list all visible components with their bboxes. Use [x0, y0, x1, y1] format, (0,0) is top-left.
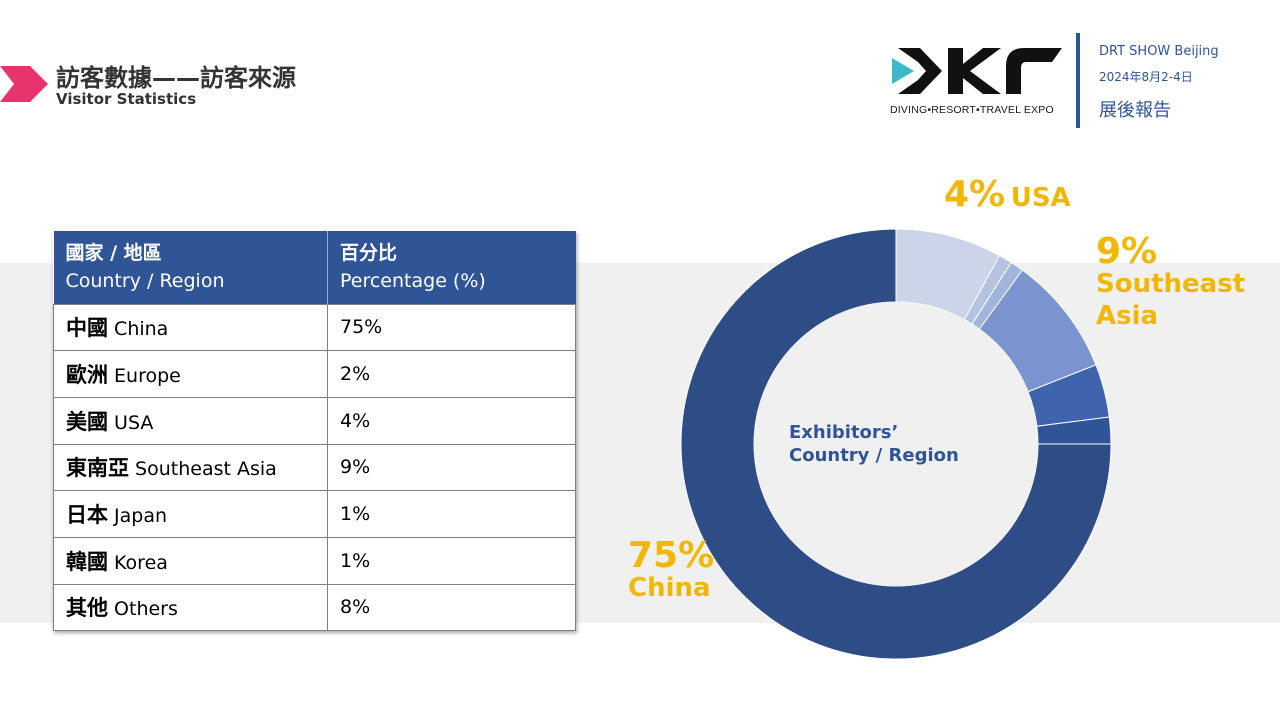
column-header-country-zh: 國家 / 地區 — [65, 242, 162, 264]
column-header-percentage-zh: 百分比 — [340, 242, 398, 264]
country-en: Japan — [114, 505, 168, 528]
donut-hole — [754, 302, 1038, 586]
show-date: 2024年8月2-4日 — [1099, 70, 1193, 84]
country-cell: 美國 USA — [53, 396, 328, 445]
callout-southeast-asia: 9% Southeast Asia — [1096, 231, 1246, 332]
table-row: 其他 Others 8% — [53, 583, 576, 632]
country-cell: 韓國 Korea — [53, 536, 328, 585]
report-label: 展後報告 — [1099, 100, 1171, 121]
callout-usa-percent: 4% — [944, 174, 1006, 215]
show-name: DRT SHOW Beijing — [1099, 44, 1219, 59]
percentage-cell: 4% — [327, 396, 576, 445]
country-zh: 中國 — [66, 316, 108, 341]
country-en: Others — [114, 598, 178, 621]
country-en: Southeast Asia — [135, 458, 277, 481]
table-row: 東南亞 Southeast Asia 9% — [53, 443, 576, 492]
callout-southeast-asia-name: Southeast Asia — [1096, 269, 1246, 331]
country-cell: 日本 Japan — [53, 490, 328, 538]
callout-china-name: China — [628, 573, 711, 603]
donut-center-label: Exhibitors’ Country / Region — [789, 422, 959, 466]
column-header-country: 國家 / 地區 Country / Region — [53, 231, 328, 304]
visitor-source-table: 國家 / 地區 Country / Region 百分比 Percentage … — [53, 231, 576, 632]
callout-usa-name: USA — [1010, 183, 1071, 213]
percentage-cell: 75% — [327, 303, 576, 352]
callout-china-percent: 75% — [628, 535, 715, 576]
country-zh: 歐洲 — [66, 363, 108, 388]
country-en: USA — [114, 411, 154, 434]
table-row: 中國 China 75% — [53, 303, 576, 352]
page-subtitle: Visitor Statistics — [56, 90, 197, 108]
country-en: Europe — [114, 365, 181, 388]
column-header-percentage: 百分比 Percentage (%) — [327, 231, 576, 304]
country-zh: 東南亞 — [66, 456, 129, 481]
column-header-percentage-en: Percentage (%) — [340, 270, 486, 292]
country-cell: 東南亞 Southeast Asia — [53, 443, 328, 492]
title-arrow-icon — [0, 66, 48, 102]
country-en: China — [114, 318, 169, 341]
table-row: 日本 Japan 1% — [53, 490, 576, 538]
callout-china: 75% China — [628, 535, 715, 604]
column-header-country-en: Country / Region — [65, 270, 225, 292]
table-row: 歐洲 Europe 2% — [53, 350, 576, 398]
drt-logo-mark — [892, 48, 1062, 94]
country-zh: 韓國 — [66, 549, 108, 574]
logo-tagline: DIVING•RESORT•TRAVEL EXPO — [890, 104, 1054, 116]
table-header-row: 國家 / 地區 Country / Region 百分比 Percentage … — [53, 231, 576, 304]
country-zh: 日本 — [66, 503, 108, 528]
header-divider — [1076, 33, 1080, 128]
drt-logo: DIVING•RESORT•TRAVEL EXPO — [888, 44, 1064, 119]
percentage-cell: 2% — [327, 350, 576, 398]
callout-southeast-asia-percent: 9% — [1096, 231, 1158, 272]
country-en: Korea — [114, 551, 168, 574]
country-cell: 歐洲 Europe — [53, 350, 328, 398]
country-cell: 其他 Others — [53, 583, 328, 632]
country-zh: 其他 — [66, 596, 108, 621]
country-zh: 美國 — [66, 409, 108, 434]
country-cell: 中國 China — [53, 303, 328, 352]
callout-usa: 4% USA — [944, 174, 1071, 215]
percentage-cell: 8% — [327, 583, 576, 632]
table-row: 美國 USA 4% — [53, 396, 576, 445]
page-title: 訪客數據——訪客來源 — [56, 64, 296, 92]
